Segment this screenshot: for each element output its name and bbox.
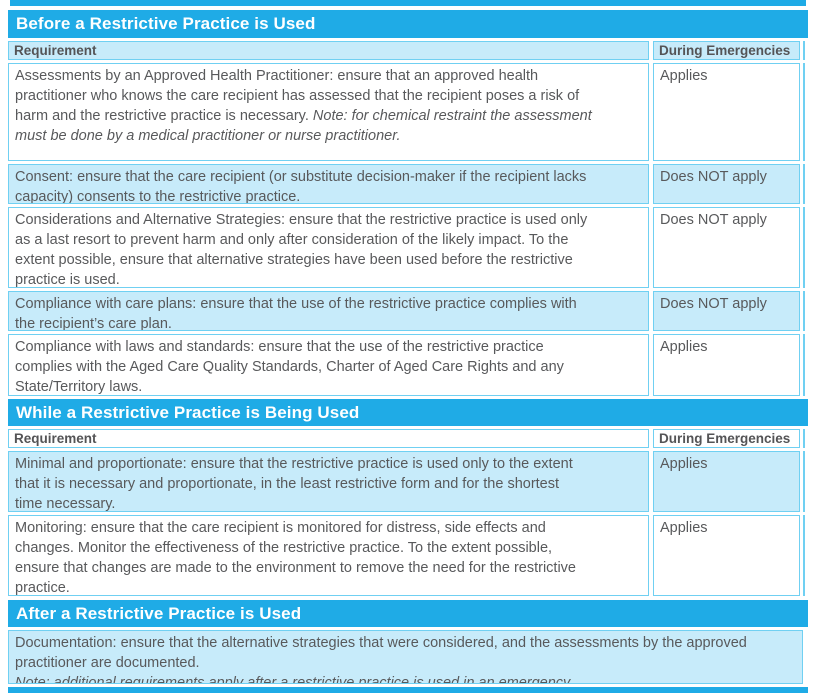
section-header-before: Before a Restrictive Practice is Used bbox=[8, 10, 808, 38]
emergency-cell: Does NOT apply bbox=[653, 207, 800, 288]
emergency-cell: Applies bbox=[653, 63, 800, 161]
column-header-emergencies: During Emergencies bbox=[653, 429, 800, 448]
table-row: Documentation: ensure that the alternati… bbox=[8, 630, 808, 684]
table-right-border bbox=[803, 515, 805, 596]
requirement-note: Note: for chemical restraint the assessm… bbox=[15, 108, 592, 144]
requirement-cell: Consent: ensure that the care recipient … bbox=[8, 164, 649, 204]
emergency-cell: Does NOT apply bbox=[653, 291, 800, 331]
table-right-border bbox=[803, 164, 805, 204]
emergency-cell: Does NOT apply bbox=[653, 164, 800, 204]
table-right-border bbox=[803, 334, 805, 396]
table-right-border bbox=[803, 41, 805, 60]
emergency-cell: Applies bbox=[653, 515, 800, 596]
column-header-row: Requirement During Emergencies bbox=[8, 429, 808, 448]
section-header-while: While a Restrictive Practice is Being Us… bbox=[8, 399, 808, 426]
table-right-border bbox=[803, 429, 805, 448]
column-header-requirement: Requirement bbox=[8, 41, 649, 60]
requirement-cell: Considerations and Alternative Strategie… bbox=[8, 207, 649, 288]
table-row: Minimal and proportionate: ensure that t… bbox=[8, 451, 808, 512]
documentation-cell: Documentation: ensure that the alternati… bbox=[8, 630, 803, 684]
documentation-text: Documentation: ensure that the alternati… bbox=[15, 635, 747, 671]
requirement-cell: Compliance with care plans: ensure that … bbox=[8, 291, 649, 331]
bottom-accent-bar bbox=[8, 687, 808, 693]
table-row: Compliance with laws and standards: ensu… bbox=[8, 334, 808, 396]
top-accent-bar bbox=[10, 0, 806, 6]
table-right-border bbox=[803, 451, 805, 512]
requirement-text: Assessments by an Approved Health Practi… bbox=[15, 68, 580, 124]
requirement-cell: Compliance with laws and standards: ensu… bbox=[8, 334, 649, 396]
documentation-note: Note: additional requirements apply afte… bbox=[15, 675, 574, 684]
table-row: Monitoring: ensure that the care recipie… bbox=[8, 515, 808, 596]
section-header-after: After a Restrictive Practice is Used bbox=[8, 600, 808, 627]
table-right-border bbox=[803, 63, 805, 161]
column-header-emergencies: During Emergencies bbox=[653, 41, 800, 60]
table-row: Compliance with care plans: ensure that … bbox=[8, 291, 808, 331]
requirement-cell: Minimal and proportionate: ensure that t… bbox=[8, 451, 649, 512]
table-row: Considerations and Alternative Strategie… bbox=[8, 207, 808, 288]
emergency-cell: Applies bbox=[653, 334, 800, 396]
table-row: Assessments by an Approved Health Practi… bbox=[8, 63, 808, 161]
column-header-requirement: Requirement bbox=[8, 429, 649, 448]
table-right-border bbox=[803, 291, 805, 331]
table-row: Consent: ensure that the care recipient … bbox=[8, 164, 808, 204]
requirement-cell: Monitoring: ensure that the care recipie… bbox=[8, 515, 649, 596]
emergency-cell: Applies bbox=[653, 451, 800, 512]
requirement-cell: Assessments by an Approved Health Practi… bbox=[8, 63, 649, 161]
table-right-border bbox=[803, 207, 805, 288]
column-header-row: Requirement During Emergencies bbox=[8, 41, 808, 60]
